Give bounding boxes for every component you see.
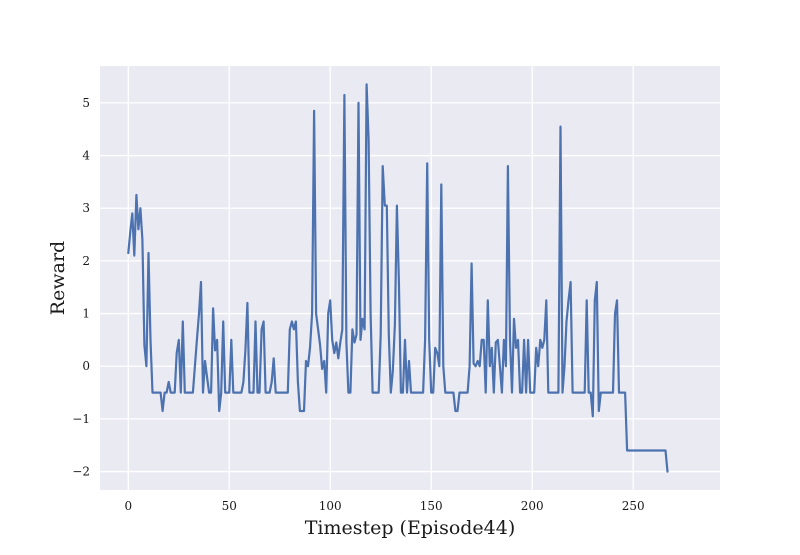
- y-tick-label: 1: [82, 307, 90, 321]
- series-line: [127, 83, 669, 473]
- y-tick-label: 4: [82, 149, 90, 163]
- x-tick-label: 100: [319, 499, 342, 513]
- x-tick-label: 150: [420, 499, 443, 513]
- x-axis-title: Timestep (Episode44): [305, 517, 516, 539]
- y-tick-label: 3: [82, 201, 90, 215]
- y-tick-label: −1: [72, 412, 90, 426]
- y-tick-label: 5: [82, 96, 90, 110]
- x-tick-label: 250: [622, 499, 645, 513]
- y-tick-label: 2: [82, 254, 90, 268]
- x-tick-label: 50: [222, 499, 237, 513]
- x-tick-label: 200: [521, 499, 544, 513]
- y-tick-label: 0: [82, 359, 90, 373]
- y-tick-label: −2: [72, 465, 90, 479]
- y-axis-title: Reward: [47, 241, 69, 315]
- series-layer: [127, 83, 669, 473]
- tick-labels: 0 50 100 150 200 250 −2 −1 0 1 2 3 4 5: [72, 96, 644, 513]
- x-tick-label: 0: [124, 499, 132, 513]
